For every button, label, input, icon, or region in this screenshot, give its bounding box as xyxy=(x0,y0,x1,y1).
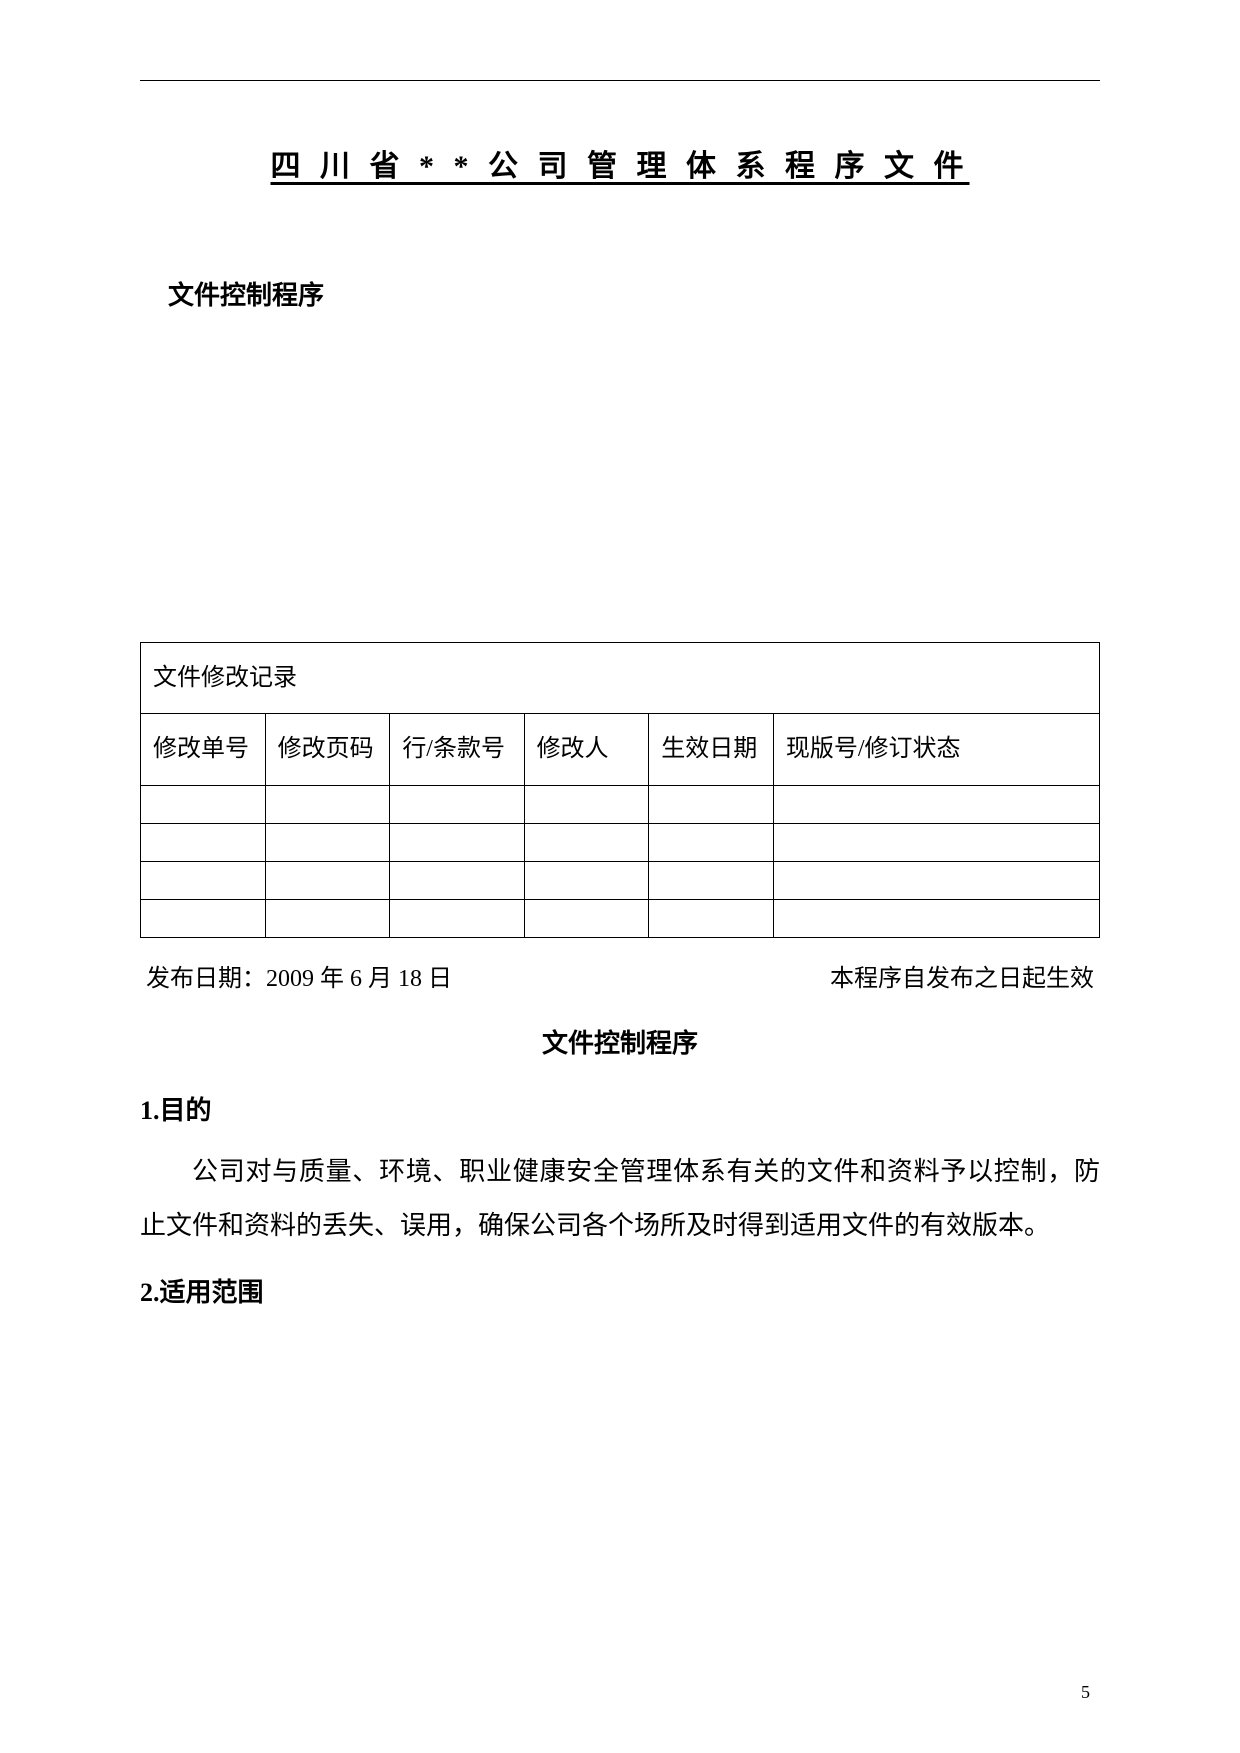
table-row xyxy=(141,823,1100,861)
table-header: 修改单号 xyxy=(141,714,266,785)
table-header: 行/条款号 xyxy=(390,714,524,785)
table-header: 修改页码 xyxy=(265,714,390,785)
table-header-row: 修改单号 修改页码 行/条款号 修改人 生效日期 现版号/修订状态 xyxy=(141,714,1100,785)
center-heading: 文件控制程序 xyxy=(140,1023,1100,1060)
effective-note: 本程序自发布之日起生效 xyxy=(830,958,1094,993)
table-caption: 文件修改记录 xyxy=(141,643,1100,714)
header-rule xyxy=(140,80,1100,81)
table-row xyxy=(141,899,1100,937)
section-heading: 2.适用范围 xyxy=(140,1272,1100,1309)
document-page: 四 川 省 * * 公 司 管 理 体 系 程 序 文 件 文件控制程序 文件修… xyxy=(0,0,1240,1753)
table-header: 生效日期 xyxy=(649,714,774,785)
publish-line: 发布日期：2009 年 6 月 18 日 本程序自发布之日起生效 xyxy=(146,958,1094,993)
revision-table: 文件修改记录 修改单号 修改页码 行/条款号 修改人 生效日期 现版号/修订状态 xyxy=(140,642,1100,938)
section-heading: 1.目的 xyxy=(140,1090,1100,1127)
main-title: 四 川 省 * * 公 司 管 理 体 系 程 序 文 件 xyxy=(140,141,1100,185)
publish-date: 发布日期：2009 年 6 月 18 日 xyxy=(146,958,452,993)
table-row xyxy=(141,861,1100,899)
table-header: 修改人 xyxy=(524,714,649,785)
section-body: 公司对与质量、环境、职业健康安全管理体系有关的文件和资料予以控制，防止文件和资料… xyxy=(140,1145,1100,1254)
table-header: 现版号/修订状态 xyxy=(773,714,1099,785)
table-caption-row: 文件修改记录 xyxy=(141,643,1100,714)
sub-title: 文件控制程序 xyxy=(168,275,1100,312)
page-number: 5 xyxy=(1081,1682,1090,1703)
table-row xyxy=(141,785,1100,823)
